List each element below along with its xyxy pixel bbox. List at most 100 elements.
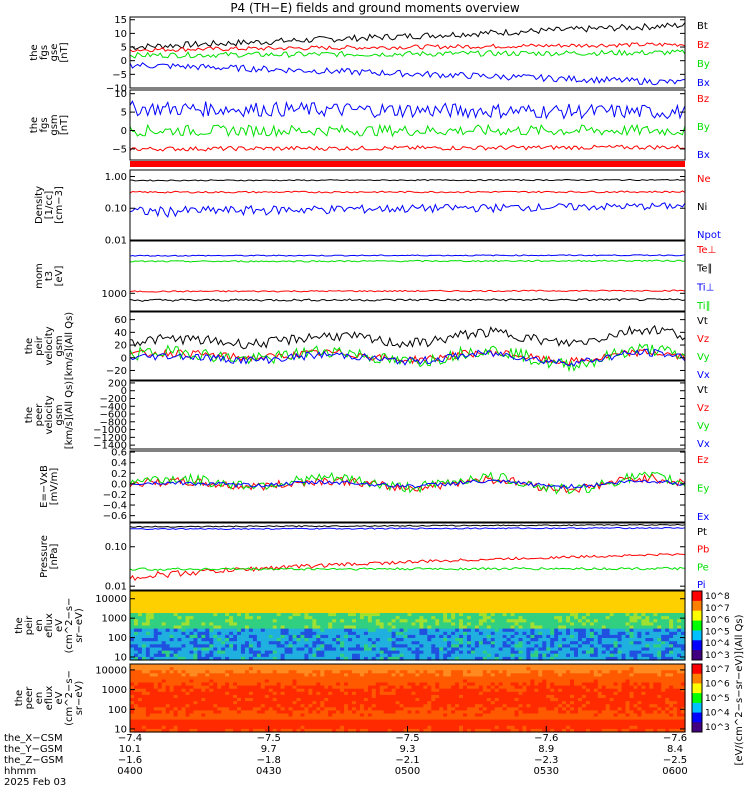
spectrogram-cell bbox=[280, 704, 286, 708]
spectrogram-cell bbox=[153, 701, 159, 705]
spectrogram-cell bbox=[498, 638, 504, 642]
spectrogram-cell bbox=[213, 594, 218, 598]
spectrogram-cell bbox=[375, 722, 381, 727]
spectrogram-cell bbox=[280, 634, 286, 639]
spectrogram-cell bbox=[657, 656, 662, 661]
spectrogram-cell bbox=[256, 725, 262, 730]
y-tick-label: −5 bbox=[112, 70, 127, 81]
spectrogram-cell bbox=[601, 656, 607, 661]
spectrogram-cell bbox=[617, 622, 623, 627]
spectrogram-cell bbox=[229, 609, 234, 614]
spectrogram-cell bbox=[276, 613, 282, 617]
spectrogram-cell bbox=[367, 597, 373, 601]
spectrogram-cell bbox=[363, 685, 369, 690]
spectrogram-cell bbox=[336, 622, 341, 627]
spectrogram-cell bbox=[304, 670, 309, 674]
spectrogram-cell bbox=[665, 653, 670, 658]
panel-frame bbox=[129, 590, 686, 661]
spectrogram-cell bbox=[431, 656, 436, 661]
spectrogram-cell bbox=[276, 667, 282, 671]
spectrogram-cell bbox=[308, 698, 313, 702]
spectrogram-cell bbox=[383, 698, 389, 702]
spectrogram-cell bbox=[185, 676, 191, 681]
panel-velocity_gsm: thepeirvelocitygsm[km/s](All Qs) 6040200−… bbox=[24, 311, 710, 381]
spectrogram-cell bbox=[288, 682, 294, 687]
spectrogram-cell bbox=[137, 625, 143, 630]
spectrogram-cell bbox=[260, 619, 266, 623]
spectrogram-cell bbox=[356, 701, 361, 705]
spectrogram-cell bbox=[348, 710, 353, 715]
spectrogram-cell bbox=[245, 698, 250, 702]
spectrogram-cell bbox=[260, 694, 266, 699]
spectrogram-cell bbox=[185, 634, 191, 639]
spectrogram-cell bbox=[637, 653, 642, 658]
spectrogram-cell bbox=[530, 656, 535, 661]
spectrogram-cell bbox=[367, 676, 373, 681]
spectrogram-cell bbox=[518, 650, 524, 655]
spectrogram-cell bbox=[554, 625, 559, 630]
spectrogram-cell bbox=[502, 613, 508, 617]
spectrogram-cell bbox=[621, 591, 627, 595]
spectrogram-cell bbox=[165, 698, 171, 702]
spectrogram-cell bbox=[581, 650, 587, 655]
spectrogram-cell bbox=[229, 685, 234, 690]
spectrogram-cell bbox=[185, 701, 191, 705]
spectrogram-cell bbox=[570, 644, 575, 648]
spectrogram-cell bbox=[498, 613, 504, 617]
spectrogram-cell bbox=[613, 634, 619, 639]
spectrogram-cell bbox=[296, 594, 302, 598]
spectrogram-cell bbox=[316, 704, 321, 708]
spectrogram-cell bbox=[205, 653, 210, 658]
spectrogram-cell bbox=[645, 606, 650, 611]
spectrogram-cell bbox=[574, 631, 579, 636]
spectrogram-cell bbox=[312, 600, 317, 605]
spectrogram-cell bbox=[395, 603, 401, 608]
spectrogram-cell bbox=[280, 591, 286, 595]
spectrogram-cell bbox=[197, 728, 202, 733]
spectrogram-cell bbox=[613, 641, 619, 645]
spectrogram-cell bbox=[225, 628, 230, 633]
spectrogram-cell bbox=[185, 616, 191, 620]
spectrogram-cell bbox=[241, 670, 246, 674]
spectrogram-cell bbox=[645, 641, 650, 645]
spectrogram-cell bbox=[256, 664, 262, 668]
spectrogram-cell bbox=[649, 653, 654, 658]
spectrogram-cell bbox=[288, 704, 294, 708]
spectrogram-cell bbox=[669, 622, 674, 627]
spectrogram-cell bbox=[439, 628, 444, 633]
spectrogram-cell bbox=[193, 667, 198, 671]
spectrogram-cell bbox=[304, 691, 309, 696]
spectrogram-cell bbox=[229, 594, 234, 598]
spectrogram-cell bbox=[245, 613, 250, 617]
spectrogram-cell bbox=[459, 625, 464, 630]
spectrogram-cell bbox=[145, 713, 151, 718]
spectrogram-cell bbox=[379, 701, 385, 705]
spectrogram-cell bbox=[320, 594, 325, 598]
spectrogram-cell bbox=[217, 622, 222, 627]
spectrogram-cell bbox=[459, 597, 464, 601]
spectrogram-cell bbox=[201, 625, 206, 630]
spectrogram-cell bbox=[288, 679, 294, 684]
spectrogram-cell bbox=[201, 725, 206, 730]
legend-label-Ex: Ex bbox=[697, 512, 709, 523]
spectrogram-cell bbox=[185, 725, 191, 730]
spectrogram-cell bbox=[312, 670, 317, 674]
spectrogram-cell bbox=[637, 647, 642, 652]
spectrogram-cell bbox=[260, 597, 266, 601]
spectrogram-cell bbox=[169, 698, 175, 702]
spectrogram-cell bbox=[459, 650, 464, 655]
spectrogram-cell bbox=[391, 600, 397, 605]
spectrogram-cell bbox=[585, 631, 591, 636]
spectrogram-cell bbox=[252, 722, 258, 727]
spectrogram-cell bbox=[324, 667, 329, 671]
spectrogram-cell bbox=[359, 682, 365, 687]
spectrogram-cell bbox=[629, 609, 635, 614]
spectrogram-cell bbox=[141, 656, 147, 661]
spectrogram-cell bbox=[546, 638, 551, 642]
spectrogram-cell bbox=[213, 656, 218, 661]
spectrogram-cell bbox=[256, 656, 262, 661]
spectrogram-cell bbox=[201, 710, 206, 715]
spectrogram-cell bbox=[221, 606, 226, 611]
spectrogram-cell bbox=[486, 606, 492, 611]
spectrogram-cell bbox=[237, 682, 242, 687]
